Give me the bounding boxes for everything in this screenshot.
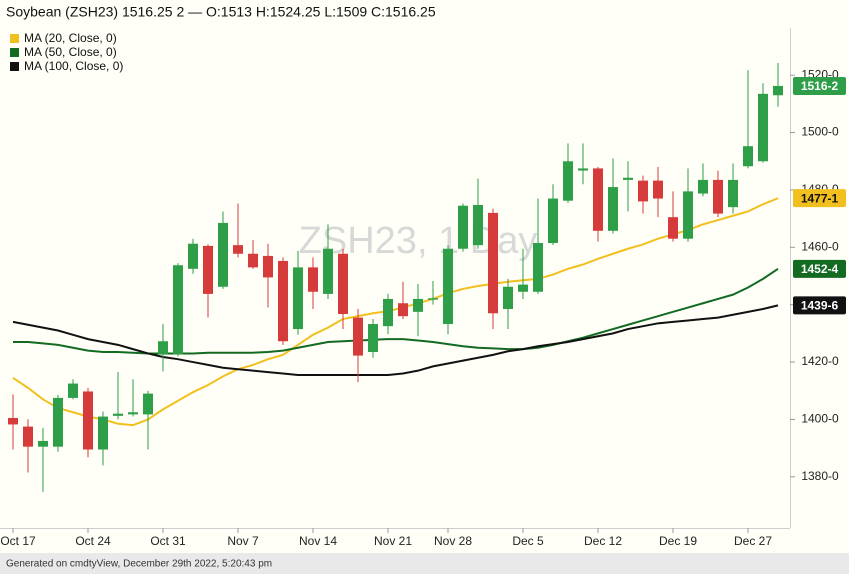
- candle-body: [443, 248, 453, 325]
- x-tick-label: Nov 7: [227, 534, 259, 548]
- x-tick-label: Nov 14: [299, 534, 337, 548]
- candle-body: [548, 198, 558, 244]
- candle-body: [113, 413, 123, 416]
- candle-body: [173, 265, 183, 355]
- x-tick-label: Dec 12: [584, 534, 622, 548]
- candle-body: [53, 397, 63, 447]
- candle-body: [338, 253, 348, 315]
- candle-body: [488, 212, 498, 314]
- price-tag-label: 1439-6: [801, 299, 839, 313]
- candle-body: [128, 412, 138, 415]
- candle-body: [323, 248, 333, 294]
- legend-label: MA (20, Close, 0): [24, 31, 117, 45]
- candle-body: [308, 267, 318, 292]
- candle-body: [683, 191, 693, 239]
- ma-line: [12, 197, 779, 427]
- candle-body: [203, 245, 213, 294]
- candle-body: [758, 93, 768, 162]
- ma-line: [13, 267, 779, 355]
- candle-body: [353, 317, 363, 356]
- candle-body: [428, 298, 438, 300]
- candle-body: [593, 168, 603, 231]
- candle-body: [413, 298, 423, 312]
- candle-body: [83, 391, 93, 450]
- legend-label: MA (100, Close, 0): [24, 59, 123, 73]
- x-tick-label: Oct 31: [150, 534, 186, 548]
- candle-body: [158, 341, 168, 355]
- candle-body: [623, 177, 633, 180]
- candle-body: [533, 243, 543, 292]
- y-tick-label: 1380-0: [801, 469, 839, 483]
- candle-body: [458, 205, 468, 249]
- y-tick-label: 1460-0: [801, 239, 839, 253]
- x-tick-label: Oct 17: [0, 534, 36, 548]
- x-tick-label: Nov 21: [374, 534, 412, 548]
- y-tick-label: 1500-0: [801, 125, 839, 139]
- candle-body: [218, 222, 228, 287]
- ma-line: [12, 304, 779, 376]
- legend-swatch: [10, 62, 19, 71]
- candle-body: [233, 245, 243, 254]
- candle-body: [698, 179, 708, 194]
- candle-body: [68, 383, 78, 398]
- footer-band: [0, 553, 849, 574]
- candle-body: [638, 180, 648, 202]
- candle-body: [368, 324, 378, 353]
- price-tag: [793, 189, 846, 208]
- candle-body: [188, 243, 198, 269]
- candle-body: [8, 417, 18, 425]
- candle-body: [608, 187, 618, 231]
- price-tag-label: 1477-1: [801, 191, 839, 205]
- candle-body: [98, 416, 108, 450]
- plot: 1380-01400-01420-01440-01460-01480-01500…: [0, 31, 846, 548]
- legend-swatch: [10, 48, 19, 57]
- y-tick-label: 1400-0: [801, 412, 839, 426]
- candle-body: [503, 286, 513, 309]
- price-tag: [793, 259, 846, 278]
- legend-swatch: [10, 34, 19, 43]
- price-tag-label: 1516-2: [801, 79, 839, 93]
- candle-body: [473, 204, 483, 246]
- price-tag: [793, 76, 846, 95]
- x-tick-label: Dec 5: [512, 534, 544, 548]
- chart-title: Soybean (ZSH23) 1516.25 2 — O:1513 H:152…: [6, 4, 436, 20]
- footer: Generated on cmdtyView, December 29th 20…: [6, 559, 272, 570]
- candle-body: [248, 253, 258, 268]
- candle-body: [263, 255, 273, 278]
- candle-body: [293, 267, 303, 330]
- candle-body: [143, 393, 153, 415]
- candle-body: [518, 284, 528, 292]
- watermark: ZSH23, 1 Day: [299, 220, 538, 262]
- x-tick-label: Dec 19: [659, 534, 697, 548]
- candle-body: [713, 179, 723, 214]
- candle-body: [563, 161, 573, 201]
- x-tick-label: Dec 27: [734, 534, 772, 548]
- candle-body: [278, 260, 288, 342]
- candle-body: [653, 180, 663, 199]
- candle-body: [773, 85, 783, 96]
- candle-body: [578, 168, 588, 171]
- x-tick-label: Oct 24: [75, 534, 111, 548]
- candle-body: [23, 426, 33, 447]
- price-tag-label: 1452-4: [801, 262, 839, 276]
- candle-body: [398, 303, 408, 317]
- x-tick-label: Nov 28: [434, 534, 472, 548]
- price-tag: [793, 296, 846, 315]
- candle-body: [728, 179, 738, 208]
- candle-body: [383, 298, 393, 327]
- legend-label: MA (50, Close, 0): [24, 45, 117, 59]
- y-tick-label: 1420-0: [801, 354, 839, 368]
- candle-body: [743, 146, 753, 167]
- candle-body: [38, 440, 48, 447]
- candle-body: [668, 217, 678, 239]
